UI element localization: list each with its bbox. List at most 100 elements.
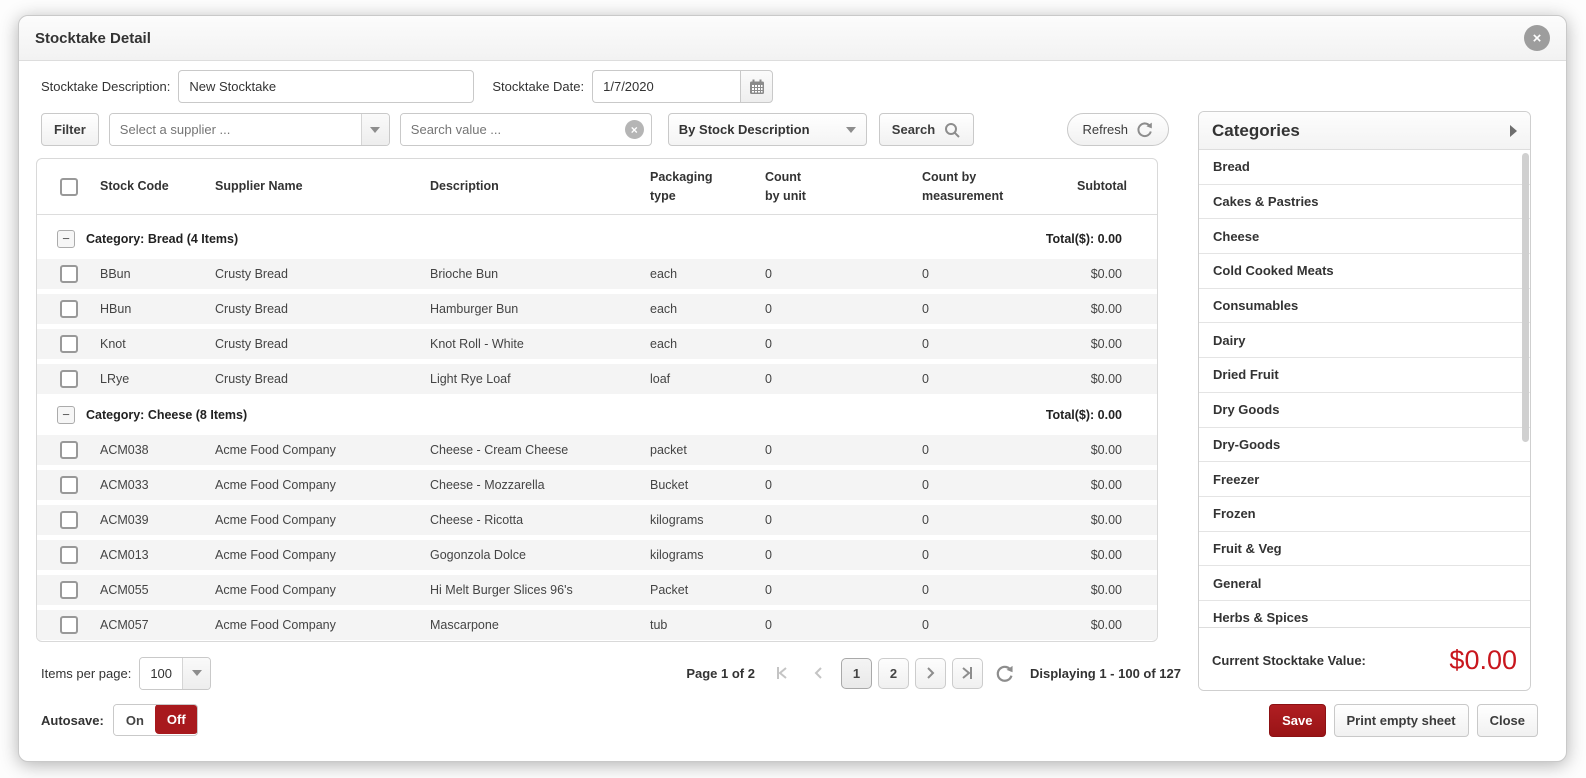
first-page-button[interactable] — [767, 658, 798, 689]
row-checkbox[interactable] — [59, 546, 78, 564]
categories-scrollbar[interactable] — [1522, 153, 1529, 442]
collapse-group-icon[interactable]: − — [57, 230, 75, 248]
calendar-button[interactable] — [740, 70, 774, 103]
category-list-item[interactable]: Cakes & Pastries — [1199, 185, 1530, 220]
row-checkbox[interactable] — [59, 616, 78, 634]
col-packaging-type[interactable]: Packaging type — [650, 170, 713, 203]
table-row[interactable]: ACM013 Acme Food Company Gogonzola Dolce… — [37, 540, 1157, 570]
category-list-item[interactable]: General — [1199, 566, 1530, 601]
table-row[interactable]: LRye Crusty Bread Light Rye Loaf loaf 0 … — [37, 364, 1157, 394]
cell-description: Knot Roll - White — [430, 337, 524, 351]
close-icon[interactable]: × — [1524, 25, 1550, 51]
row-checkbox[interactable] — [59, 511, 78, 529]
cell-count-by-unit: 0 — [765, 478, 772, 492]
date-input[interactable] — [592, 70, 741, 103]
category-list-item[interactable]: Consumables — [1199, 289, 1530, 324]
refresh-icon — [1137, 122, 1152, 138]
table-row[interactable]: HBun Crusty Bread Hamburger Bun each 0 0… — [37, 294, 1157, 324]
category-list-item[interactable]: Cheese — [1199, 219, 1530, 255]
cell-description: Hamburger Bun — [430, 302, 519, 316]
clear-search-icon[interactable]: × — [624, 120, 644, 139]
page-2-button[interactable]: 2 — [877, 657, 909, 689]
col-count-by-measurement[interactable]: Count by measurement — [922, 170, 1004, 203]
category-list-item[interactable]: Cold Cooked Meats — [1199, 254, 1530, 289]
table-row[interactable]: BBun Crusty Bread Brioche Bun each 0 0 $… — [37, 259, 1157, 289]
table-row[interactable]: ACM055 Acme Food Company Hi Melt Burger … — [37, 575, 1157, 605]
search-by-select[interactable]: By Stock Description — [667, 113, 867, 146]
cell-subtotal: $0.00 — [1090, 618, 1122, 632]
table-row[interactable]: ACM057 Acme Food Company Mascarpone tub … — [37, 610, 1157, 640]
category-list-item[interactable]: Bread — [1199, 150, 1530, 185]
reload-page-button[interactable] — [989, 658, 1020, 689]
row-checkbox[interactable] — [59, 265, 78, 283]
category-list-item[interactable]: Dairy — [1199, 323, 1530, 359]
description-label: Stocktake Description: — [41, 79, 171, 94]
row-checkbox[interactable] — [59, 370, 78, 388]
save-button[interactable]: Save — [1269, 703, 1326, 737]
col-stock-code[interactable]: Stock Code — [100, 179, 169, 194]
supplier-caret-button[interactable] — [360, 114, 389, 145]
cell-subtotal: $0.00 — [1090, 443, 1122, 457]
cell-packaging-type: packet — [650, 443, 687, 457]
category-list-item[interactable]: Herbs & Spices — [1199, 601, 1530, 627]
cell-count-by-measurement: 0 — [922, 548, 929, 562]
chevron-down-icon — [370, 126, 381, 133]
autosave-label: Autosave: — [41, 712, 104, 728]
supplier-select[interactable] — [108, 113, 390, 146]
items-per-page-select[interactable] — [139, 656, 212, 690]
autosave-on-button[interactable]: On — [113, 705, 156, 735]
category-list-item[interactable]: Freezer — [1199, 462, 1530, 497]
col-count-by-unit[interactable]: Count by unit — [765, 170, 806, 203]
col-supplier-name[interactable]: Supplier Name — [215, 179, 303, 194]
row-checkbox[interactable] — [59, 335, 78, 353]
table-row[interactable]: ACM033 Acme Food Company Cheese - Mozzar… — [37, 470, 1157, 500]
table-row[interactable]: ACM039 Acme Food Company Cheese - Ricott… — [37, 505, 1157, 535]
cell-count-by-measurement: 0 — [922, 302, 929, 316]
prev-page-button[interactable] — [804, 658, 835, 689]
table-row[interactable]: Knot Crusty Bread Knot Roll - White each… — [37, 329, 1157, 359]
search-button[interactable]: Search — [878, 113, 975, 146]
filter-button[interactable]: Filter — [41, 113, 99, 146]
category-list-item[interactable]: Dry-Goods — [1199, 428, 1530, 463]
cell-count-by-unit: 0 — [765, 372, 772, 386]
table-row[interactable]: ACM038 Acme Food Company Cheese - Cream … — [37, 435, 1157, 465]
search-value-input[interactable] — [400, 114, 625, 145]
cell-stock-code: ACM057 — [100, 618, 149, 632]
page-1-button[interactable]: 1 — [840, 657, 872, 689]
cell-packaging-type: kilograms — [650, 513, 704, 527]
col-subtotal[interactable]: Subtotal — [1077, 179, 1127, 194]
category-list-item[interactable]: Frozen — [1199, 497, 1530, 532]
category-list-item[interactable]: Dried Fruit — [1199, 358, 1530, 393]
stocktake-form-row: Stocktake Description: Stocktake Date: — [41, 70, 774, 103]
stocktake-detail-dialog: Stocktake Detail × Stocktake Description… — [18, 15, 1567, 762]
select-all-checkbox[interactable] — [59, 177, 78, 196]
last-page-button[interactable] — [951, 657, 983, 689]
cell-description: Hi Melt Burger Slices 96's — [430, 583, 573, 597]
category-list-item[interactable]: Fruit & Veg — [1199, 532, 1530, 567]
description-input[interactable] — [178, 70, 475, 103]
category-list-item[interactable]: Dry Goods — [1199, 393, 1530, 428]
row-checkbox[interactable] — [59, 581, 78, 599]
cell-packaging-type: each — [650, 267, 678, 281]
row-checkbox[interactable] — [59, 300, 78, 318]
next-page-button[interactable] — [914, 657, 946, 689]
items-per-page-input[interactable] — [140, 657, 183, 689]
refresh-button[interactable]: Refresh — [1067, 113, 1169, 146]
col-description[interactable]: Description — [430, 179, 499, 194]
items-per-page-caret[interactable] — [182, 657, 211, 689]
row-checkbox[interactable] — [59, 476, 78, 494]
cell-count-by-measurement: 0 — [922, 267, 929, 281]
collapse-panel-icon[interactable] — [1510, 124, 1517, 137]
grid-header: Stock Code Supplier Name Description Pac… — [37, 159, 1157, 215]
close-button[interactable]: Close — [1476, 703, 1538, 737]
row-checkbox[interactable] — [59, 441, 78, 459]
print-empty-sheet-button[interactable]: Print empty sheet — [1333, 703, 1469, 737]
calendar-icon — [749, 79, 764, 94]
collapse-group-icon[interactable]: − — [57, 406, 75, 424]
supplier-input[interactable] — [109, 114, 361, 145]
autosave-off-button[interactable]: Off — [154, 705, 197, 734]
search-value-field[interactable]: × — [399, 113, 652, 146]
cell-subtotal: $0.00 — [1090, 267, 1122, 281]
cell-description: Brioche Bun — [430, 267, 499, 281]
group-total: Total($): 0.00 — [1045, 408, 1122, 422]
